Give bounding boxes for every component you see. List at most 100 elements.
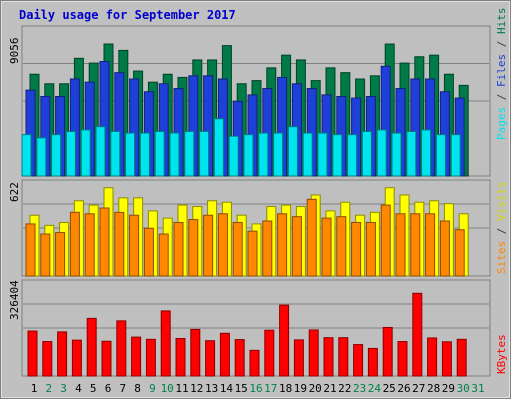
day-label-27: 27: [412, 382, 425, 395]
bar-sites-day-12: [188, 219, 199, 277]
bar-sites-day-5: [84, 213, 95, 277]
bar-pages-day-8: [125, 132, 136, 177]
bar-pages-day-15: [228, 135, 239, 177]
bar-pages-day-2: [36, 137, 47, 177]
bar-pages-day-13: [199, 130, 210, 177]
bar-pages-day-21: [317, 132, 328, 177]
bar-kbytes-day-30: [456, 338, 467, 377]
bar-kbytes-day-18: [279, 304, 290, 377]
bar-marks: [21, 43, 469, 377]
bar-sites-day-16: [247, 230, 258, 277]
bar-kbytes-day-12: [190, 328, 201, 377]
bar-pages-day-10: [154, 130, 165, 177]
day-label-22: 22: [338, 382, 351, 395]
day-label-1: 1: [31, 382, 38, 395]
bar-kbytes-day-5: [86, 317, 97, 377]
day-label-5: 5: [90, 382, 97, 395]
legend-panel3: KBytes: [495, 334, 508, 374]
day-label-10: 10: [161, 382, 174, 395]
bar-pages-day-11: [169, 132, 180, 177]
bar-pages-day-1: [21, 134, 32, 177]
bar-sites-day-29: [439, 220, 450, 277]
day-label-12: 12: [190, 382, 203, 395]
bar-sites-day-4: [69, 211, 80, 277]
bar-kbytes-day-19: [293, 339, 304, 377]
day-label-23: 23: [353, 382, 366, 395]
day-label-13: 13: [205, 382, 218, 395]
bar-pages-day-3: [51, 134, 62, 177]
bar-kbytes-day-9: [145, 338, 156, 377]
bar-sites-day-3: [55, 232, 66, 277]
day-label-11: 11: [175, 382, 188, 395]
bar-kbytes-day-29: [441, 341, 452, 377]
bar-kbytes-day-1: [27, 330, 38, 377]
bar-pages-day-17: [258, 132, 269, 177]
day-label-26: 26: [397, 382, 410, 395]
bar-pages-day-19: [287, 126, 298, 177]
bar-kbytes-day-23: [353, 344, 364, 377]
day-label-25: 25: [383, 382, 396, 395]
bar-pages-day-29: [435, 134, 446, 177]
bar-sites-day-28: [425, 213, 436, 277]
bar-kbytes-day-17: [264, 329, 275, 377]
legend-files: Files: [495, 54, 508, 87]
bar-sites-day-17: [262, 220, 273, 277]
bar-pages-day-24: [361, 130, 372, 177]
bar-pages-day-23: [347, 134, 358, 177]
panel3-max-label: 326404: [8, 280, 21, 320]
bar-kbytes-day-14: [219, 332, 230, 377]
svg-text:Pages / Files / Hits: Pages / Files / Hits: [495, 8, 508, 141]
bar-sites-day-10: [158, 233, 169, 277]
day-label-16: 16: [249, 382, 262, 395]
bar-sites-day-14: [217, 213, 228, 277]
day-label-21: 21: [323, 382, 336, 395]
bar-sites-day-11: [173, 221, 184, 277]
bar-pages-day-6: [95, 126, 106, 177]
day-label-4: 4: [75, 382, 82, 395]
day-label-3: 3: [60, 382, 67, 395]
bar-kbytes-day-21: [323, 337, 334, 377]
bar-kbytes-day-28: [427, 337, 438, 377]
bar-pages-day-26: [391, 132, 402, 177]
bar-sites-day-24: [365, 221, 376, 277]
bar-sites-day-8: [129, 214, 140, 277]
legend-kbytes: KBytes: [495, 334, 508, 374]
bar-pages-day-5: [80, 129, 91, 177]
bar-kbytes-day-16: [249, 349, 260, 377]
bar-kbytes-day-6: [101, 340, 112, 377]
legend-pages: Pages: [495, 107, 508, 140]
day-label-19: 19: [294, 382, 307, 395]
day-label-9: 9: [149, 382, 156, 395]
day-label-18: 18: [279, 382, 292, 395]
legend-sites: Sites: [495, 241, 508, 274]
bar-kbytes-day-22: [338, 337, 349, 377]
bar-pages-day-25: [376, 129, 387, 177]
day-label-17: 17: [264, 382, 277, 395]
day-label-20: 20: [309, 382, 322, 395]
panel1-max-label: 9056: [8, 38, 21, 65]
bar-pages-day-27: [406, 130, 417, 177]
bar-pages-day-7: [110, 130, 121, 177]
bar-kbytes-day-15: [234, 339, 245, 377]
bar-sites-day-9: [143, 227, 154, 277]
legend-panel1: Pages / Files / Hits: [495, 8, 508, 141]
bar-sites-day-18: [277, 213, 288, 277]
bar-sites-day-26: [395, 213, 406, 277]
bar-kbytes-day-24: [367, 347, 378, 377]
bar-kbytes-day-27: [412, 292, 423, 377]
bar-sites-day-2: [40, 233, 51, 277]
bar-sites-day-13: [203, 214, 214, 277]
day-label-14: 14: [220, 382, 234, 395]
day-labels: 1 2 3 4 5 6 7 8 9 10 11 12 13 14 15 16 17 18 19 20 21 22 23 24 2…: [31, 382, 485, 395]
day-label-7: 7: [119, 382, 126, 395]
day-label-6: 6: [105, 382, 112, 395]
bar-sites-day-20: [306, 198, 317, 277]
bar-pages-day-20: [302, 132, 313, 177]
day-label-2: 2: [45, 382, 52, 395]
bar-sites-day-21: [321, 217, 332, 277]
bar-pages-day-14: [213, 118, 224, 177]
bar-pages-day-16: [243, 134, 254, 177]
bar-pages-day-30: [450, 134, 461, 177]
bar-sites-day-7: [114, 211, 125, 277]
